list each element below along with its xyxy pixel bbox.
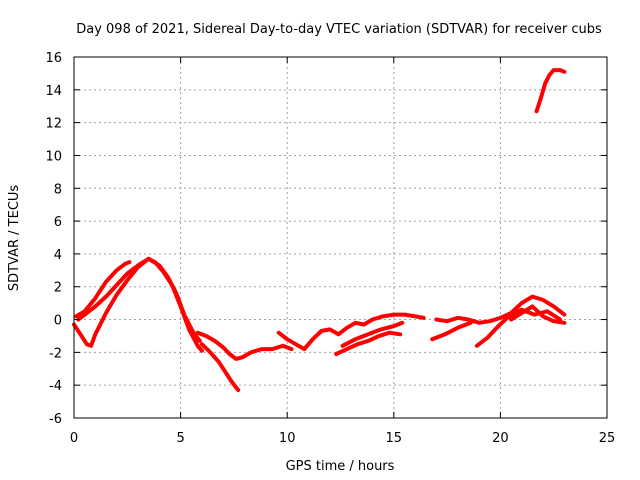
x-tick-label: 10 <box>279 431 296 446</box>
plot-frame <box>73 56 608 419</box>
series-group <box>72 68 567 393</box>
series-track-4 <box>195 330 294 361</box>
y-tick-label: 14 <box>45 84 62 99</box>
x-tick-label: 20 <box>492 431 509 446</box>
series-track-12 <box>509 304 567 325</box>
x-axis-label: GPS time / hours <box>286 459 395 474</box>
series-track-5 <box>199 342 241 393</box>
series-track-8 <box>340 320 405 348</box>
y-tick-label: 6 <box>54 215 62 230</box>
series-track-11 <box>474 307 563 348</box>
x-tick-label: 15 <box>386 431 403 446</box>
grid <box>74 57 607 418</box>
chart-title: Day 098 of 2021, Sidereal Day-to-day VTE… <box>76 22 602 37</box>
y-tick-label: -2 <box>49 346 62 361</box>
y-tick-label: 4 <box>54 248 62 263</box>
series-track-6 <box>276 312 426 352</box>
y-tick-label: 16 <box>45 51 62 66</box>
series-track-10 <box>430 320 473 342</box>
x-tick-label: 25 <box>599 431 616 446</box>
y-tick-label: 12 <box>45 117 62 132</box>
x-tick-label: 5 <box>176 431 184 446</box>
x-tick-label: 0 <box>70 431 78 446</box>
series-track-9 <box>434 294 567 325</box>
y-tick-label: -4 <box>49 379 62 394</box>
y-axis-label: SDTVAR / TECUs <box>7 185 22 292</box>
series-track-13 <box>534 68 567 114</box>
series-track-3 <box>76 256 202 343</box>
axis-ticks: 0 5 10 15 20 25 -6 -4 -2 0 2 4 6 8 10 12 14 16 <box>45 51 615 446</box>
y-tick-label: 8 <box>54 182 62 197</box>
y-tick-label: 0 <box>54 314 62 329</box>
series-track-2 <box>74 260 132 319</box>
y-tick-label: 2 <box>54 281 62 296</box>
y-tick-label: -6 <box>49 412 62 427</box>
series-track-7 <box>334 330 403 356</box>
y-tick-label: 10 <box>45 149 62 164</box>
